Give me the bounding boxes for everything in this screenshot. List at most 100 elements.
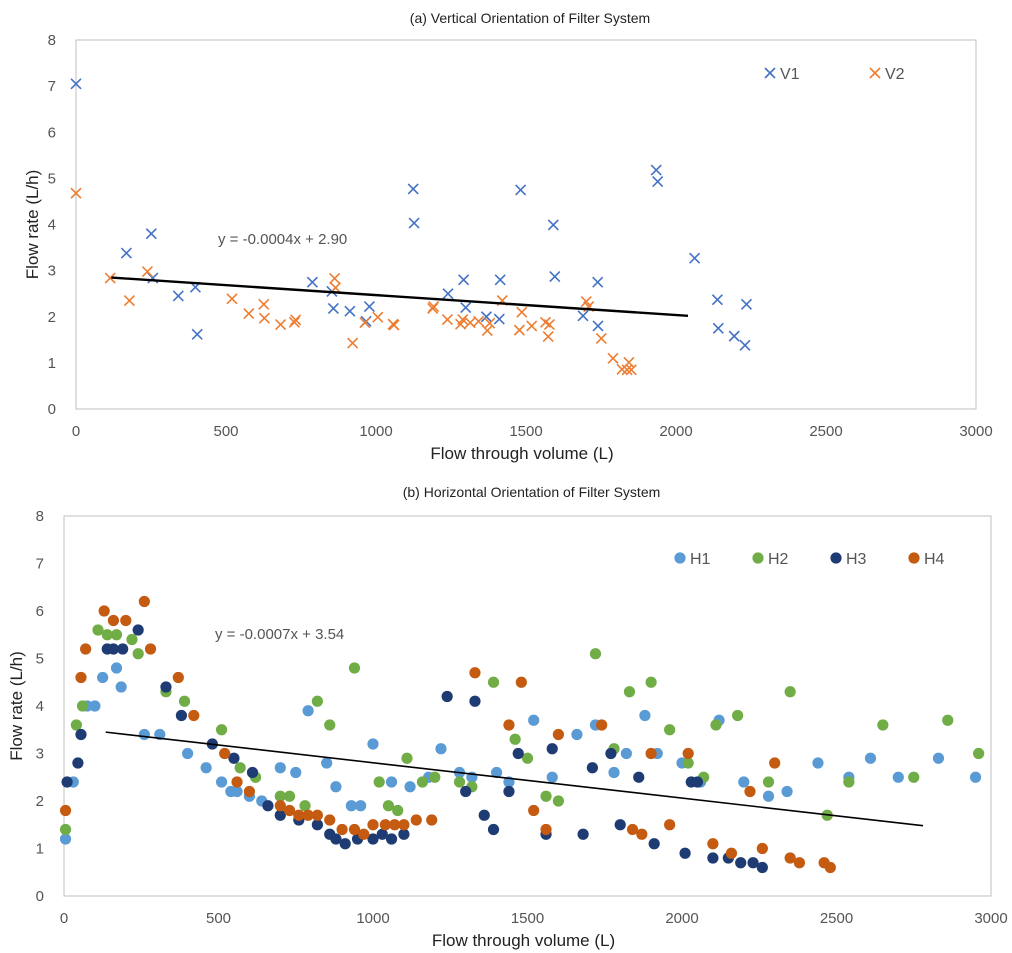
data-point	[707, 838, 719, 850]
data-point	[812, 757, 824, 769]
data-point	[355, 800, 367, 812]
data-point	[76, 700, 89, 712]
chart-panel-b: (b) Horizontal Orientation of Filter Sys…	[7, 484, 1008, 950]
data-point	[70, 187, 82, 199]
y-tick-label: 6	[48, 124, 56, 141]
data-point	[843, 776, 855, 788]
data-point	[732, 709, 744, 722]
y-tick-label: 0	[36, 888, 44, 905]
legend-marker	[908, 552, 920, 564]
data-point	[385, 776, 398, 788]
data-point	[648, 838, 660, 850]
legend-marker	[674, 552, 686, 564]
data-point	[182, 747, 194, 760]
data-point	[516, 306, 528, 318]
data-point	[762, 776, 775, 788]
data-point	[712, 322, 724, 334]
series-H2	[59, 624, 985, 836]
data-point	[487, 823, 500, 836]
data-point	[329, 272, 341, 285]
data-point	[707, 852, 719, 864]
trendline	[111, 276, 689, 318]
data-point	[324, 814, 336, 826]
data-point	[330, 781, 342, 793]
data-point	[290, 314, 302, 326]
trendline-equation: y = -0.0004x + 2.90	[218, 231, 347, 248]
data-point	[547, 219, 559, 231]
data-point	[408, 217, 420, 229]
data-point	[664, 819, 676, 831]
data-point	[435, 743, 447, 755]
legend-item-H4: H4	[908, 551, 945, 568]
y-tick-label: 1	[48, 355, 56, 372]
data-point	[274, 809, 286, 821]
data-point	[385, 833, 398, 845]
data-point	[735, 857, 747, 869]
data-point	[160, 681, 172, 693]
x-axis-label: Flow through volume (L)	[430, 444, 613, 463]
data-point	[324, 719, 336, 731]
x-axis-label: Flow through volume (L)	[432, 931, 615, 950]
data-point	[973, 747, 985, 760]
data-point	[226, 293, 238, 305]
data-point	[528, 714, 540, 726]
data-point	[487, 676, 500, 688]
data-point	[738, 776, 750, 788]
data-point	[639, 709, 651, 722]
data-point	[744, 785, 756, 798]
data-point	[652, 176, 664, 188]
data-point	[458, 274, 470, 286]
y-tick-label: 7	[36, 556, 44, 573]
legend-marker	[752, 552, 764, 564]
data-point	[215, 724, 228, 736]
data-point	[460, 785, 472, 798]
data-point	[258, 312, 270, 324]
data-point	[691, 776, 704, 788]
data-point	[626, 823, 639, 836]
data-point	[645, 747, 657, 760]
data-point	[110, 662, 123, 674]
series-H4	[59, 595, 836, 874]
data-point	[710, 719, 722, 731]
data-point	[345, 800, 357, 812]
data-point	[503, 719, 515, 731]
x-tick-label: 1000	[356, 910, 389, 927]
data-point	[864, 752, 877, 764]
data-point	[59, 823, 72, 836]
data-point	[389, 819, 401, 831]
data-point	[503, 785, 515, 798]
data-point	[892, 771, 904, 783]
data-point	[528, 804, 540, 817]
data-point	[664, 724, 676, 736]
data-point	[513, 324, 525, 336]
data-point	[348, 662, 361, 674]
data-point	[132, 648, 144, 660]
data-point	[376, 828, 388, 840]
data-point	[274, 790, 286, 802]
data-point	[416, 776, 429, 788]
data-point	[623, 686, 636, 698]
data-point	[178, 695, 191, 707]
data-point	[299, 800, 311, 812]
data-point	[571, 728, 583, 741]
legend-label: H3	[846, 551, 867, 568]
data-point	[293, 809, 305, 821]
data-point	[592, 276, 604, 288]
data-point	[344, 305, 356, 317]
data-point	[89, 700, 101, 712]
data-point	[769, 757, 781, 769]
data-point	[546, 771, 558, 783]
data-point	[59, 833, 72, 845]
data-point	[398, 819, 410, 831]
data-point	[373, 776, 385, 788]
data-point	[72, 757, 84, 769]
legend-label: V1	[780, 66, 800, 83]
data-point	[330, 833, 342, 845]
data-point	[215, 776, 228, 788]
data-point	[290, 766, 302, 779]
data-point	[494, 274, 506, 286]
data-point	[540, 823, 552, 836]
data-point	[407, 183, 419, 195]
data-point	[509, 733, 521, 745]
data-point	[401, 752, 413, 764]
